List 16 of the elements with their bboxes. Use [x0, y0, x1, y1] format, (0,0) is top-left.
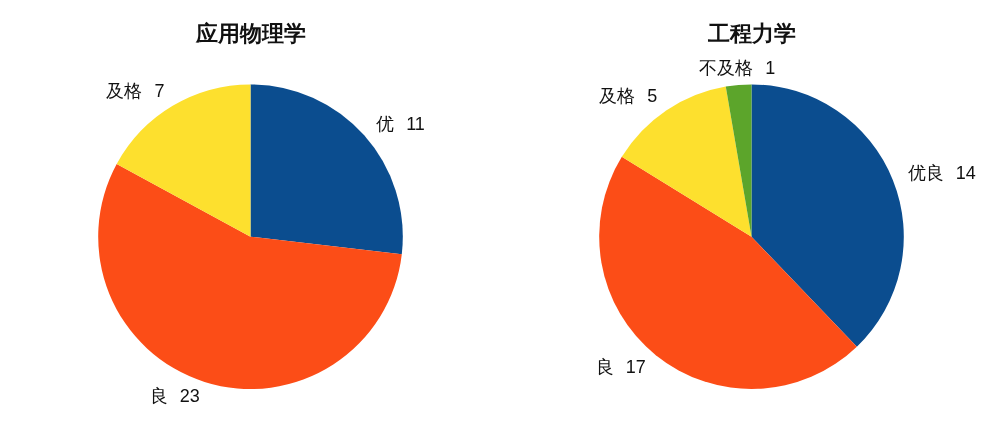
data-label: 17	[625, 356, 646, 377]
slice-label: 良	[595, 356, 614, 377]
data-label: 7	[154, 81, 165, 101]
data-label: 23	[179, 386, 200, 407]
chart-title: 应用物理学	[194, 19, 306, 46]
chart-title: 工程力学	[706, 19, 796, 46]
data-label: 14	[955, 162, 976, 183]
data-label: 5	[647, 86, 658, 107]
slice-label: 及格	[599, 86, 636, 107]
slice-label: 优良	[907, 162, 944, 183]
slice-label: 良	[149, 386, 168, 407]
slice-label: 优	[376, 113, 395, 134]
slice-label: 及格	[106, 81, 143, 101]
data-label: 1	[765, 57, 776, 78]
slice-label: 不及格	[699, 57, 754, 78]
data-label: 11	[406, 113, 425, 134]
